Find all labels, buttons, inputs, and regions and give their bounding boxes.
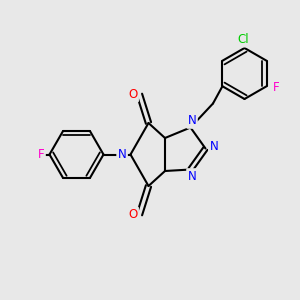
Text: N: N <box>209 140 218 154</box>
Text: O: O <box>128 208 137 221</box>
Text: F: F <box>38 148 44 161</box>
Text: O: O <box>128 88 137 101</box>
Text: Cl: Cl <box>237 33 249 46</box>
Text: N: N <box>188 114 196 128</box>
Text: F: F <box>273 81 280 94</box>
Text: N: N <box>118 148 127 161</box>
Text: N: N <box>188 169 196 183</box>
